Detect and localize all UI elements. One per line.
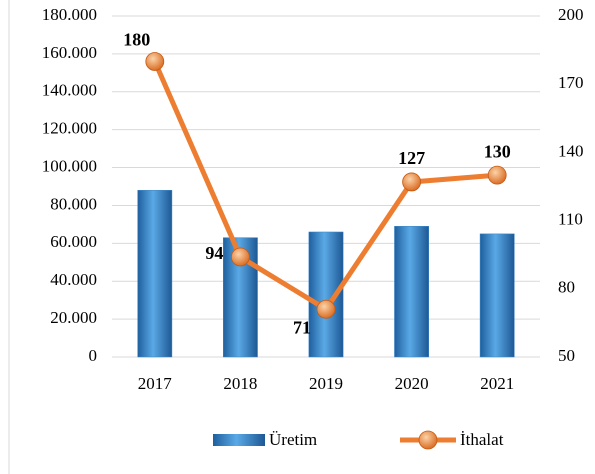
marker bbox=[402, 172, 422, 192]
y2-tick-label: 140 bbox=[558, 141, 584, 160]
x-tick-label: 2020 bbox=[395, 374, 429, 393]
y-tick-label: 160.000 bbox=[42, 43, 97, 62]
y-tick-label: 20.000 bbox=[50, 308, 97, 327]
legend-swatch bbox=[213, 434, 265, 446]
y-tick-label: 100.000 bbox=[42, 156, 97, 175]
y-tick-label: 180.000 bbox=[42, 5, 97, 24]
marker bbox=[230, 247, 250, 267]
marker bbox=[316, 299, 336, 319]
legend-marker bbox=[418, 430, 438, 450]
y-tick-label: 80.000 bbox=[50, 194, 97, 213]
y-tick-label: 60.000 bbox=[50, 232, 97, 251]
y2-tick-label: 170 bbox=[558, 73, 584, 92]
data-label: 130 bbox=[484, 141, 511, 161]
legend-label: İthalat bbox=[460, 430, 504, 449]
legend-label: Üretim bbox=[269, 430, 317, 449]
bar bbox=[394, 226, 429, 358]
y2-tick-label: 50 bbox=[558, 346, 575, 365]
y2-tick-label: 110 bbox=[558, 210, 583, 229]
data-label: 71 bbox=[293, 317, 311, 337]
x-tick-label: 2018 bbox=[223, 374, 257, 393]
y2-tick-label: 200 bbox=[558, 5, 584, 24]
y-tick-label: 140.000 bbox=[42, 81, 97, 100]
bar bbox=[479, 233, 515, 358]
marker bbox=[487, 165, 507, 185]
x-tick-label: 2017 bbox=[138, 374, 173, 393]
data-label: 180 bbox=[123, 30, 150, 50]
data-label: 127 bbox=[398, 148, 425, 168]
y-tick-label: 40.000 bbox=[50, 270, 97, 289]
x-tick-label: 2019 bbox=[309, 374, 343, 393]
data-label: 94 bbox=[205, 243, 223, 263]
x-tick-label: 2021 bbox=[480, 374, 514, 393]
chart-border bbox=[8, 0, 10, 474]
bar bbox=[137, 190, 173, 358]
y-tick-label: 120.000 bbox=[42, 119, 97, 138]
y2-tick-label: 80 bbox=[558, 278, 575, 297]
marker bbox=[145, 52, 165, 71]
y-tick-label: 0 bbox=[89, 346, 98, 365]
